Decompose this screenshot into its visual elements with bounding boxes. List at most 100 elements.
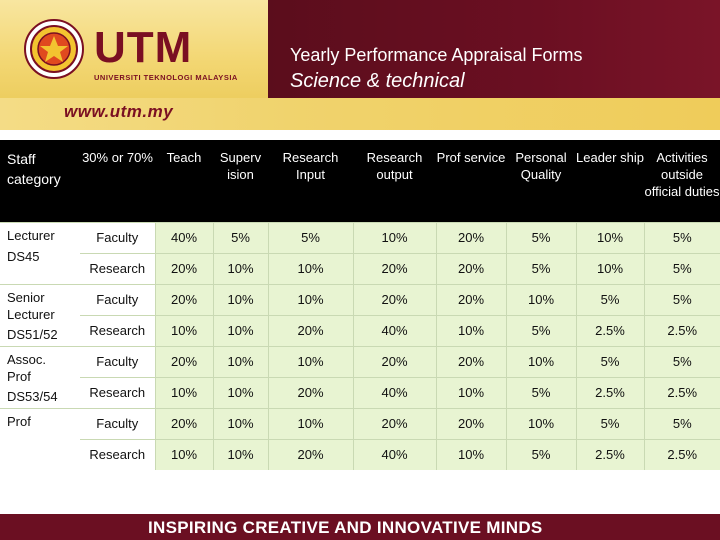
header-banner: UTM UNIVERSITI TEKNOLOGI MALAYSIA Yearly… [0, 0, 720, 130]
table-row: Assoc. Prof DS53/54 Faculty 20% 10% 10% … [0, 346, 720, 409]
table-cell: 10% [352, 222, 436, 254]
table-row: Lecturer DS45 Faculty 40% 5% 5% 10% 20% … [0, 222, 720, 285]
table-cell: 2.5% [643, 377, 720, 409]
page-subtitle: Science & technical [290, 70, 465, 92]
table-cell: 10% [575, 222, 644, 254]
table-cell: 40% [352, 377, 436, 409]
table-cell: 20% [154, 408, 213, 440]
row-type: Faculty [80, 284, 155, 316]
table-cell: 5% [505, 439, 576, 470]
table-cell: 10% [154, 439, 213, 470]
table-cell: 20% [154, 253, 213, 285]
table-cell: 10% [212, 439, 268, 470]
logo-subtitle: UNIVERSITI TEKNOLOGI MALAYSIA [94, 73, 238, 82]
utm-seal-icon [24, 19, 84, 79]
table-cell: 40% [154, 222, 213, 254]
column-header: Leader ship [576, 140, 644, 223]
header-maroon-panel [268, 0, 720, 98]
table-cell: 5% [643, 222, 720, 254]
table-cell: 10% [267, 284, 353, 316]
table-cell: 5% [212, 222, 268, 254]
column-header: Prof service [436, 140, 506, 223]
table-cell: 10% [505, 346, 576, 378]
table-cell: 10% [267, 253, 353, 285]
table-header-row: Staff category 30% or 70% Teach Superv i… [0, 140, 720, 223]
column-header: Staff category [0, 140, 80, 223]
table-row: Research 10% 10% 20% 40% 10% 5% 2.5% 2.5… [0, 315, 720, 347]
table-row: Prof Faculty 20% 10% 10% 20% 20% 10% 5% … [0, 408, 720, 470]
table-cell: 20% [435, 284, 506, 316]
table-row: Senior Lecturer DS51/52 Faculty 20% 10% … [0, 284, 720, 347]
category-name: Lecturer [7, 228, 55, 243]
table-cell: 10% [267, 408, 353, 440]
table-cell: 5% [505, 315, 576, 347]
category-name: Assoc. Prof [7, 352, 47, 384]
row-type: Research [80, 315, 155, 347]
table-cell: 10% [435, 439, 506, 470]
row-type: Faculty [80, 222, 155, 254]
table-cell: 20% [154, 284, 213, 316]
table-cell: 5% [643, 408, 720, 440]
table-cell: 20% [352, 253, 436, 285]
table-row: Research 10% 10% 20% 40% 10% 5% 2.5% 2.5… [0, 377, 720, 409]
table-cell: 10% [267, 346, 353, 378]
table-cell: 20% [435, 346, 506, 378]
table-cell: 10% [435, 377, 506, 409]
table-cell: 2.5% [643, 439, 720, 470]
table-cell: 20% [352, 408, 436, 440]
table-cell: 5% [505, 377, 576, 409]
column-header: Teach [155, 140, 213, 223]
footer-tagline: INSPIRING CREATIVE AND INNOVATIVE MINDS [148, 518, 543, 537]
table-cell: 5% [643, 284, 720, 316]
column-header: 30% or 70% [80, 140, 155, 223]
table-cell: 2.5% [575, 315, 644, 347]
table-cell: 2.5% [643, 315, 720, 347]
table-cell: 20% [352, 284, 436, 316]
page-title: Yearly Performance Appraisal Forms [290, 45, 583, 65]
column-header: Research Input [268, 140, 353, 223]
staff-category-cell: Senior Lecturer DS51/52 [0, 284, 80, 347]
category-grade: DS51/52 [7, 327, 58, 342]
table-cell: 5% [575, 408, 644, 440]
category-name: Prof [7, 414, 31, 429]
table-cell: 10% [212, 408, 268, 440]
appraisal-table: Staff category 30% or 70% Teach Superv i… [0, 140, 720, 470]
category-name: Senior Lecturer [7, 290, 55, 322]
table-cell: 10% [212, 315, 268, 347]
row-type: Research [80, 439, 155, 470]
table-cell: 20% [435, 408, 506, 440]
table-cell: 20% [267, 377, 353, 409]
row-type: Research [80, 377, 155, 409]
logo-wordmark: UTM [94, 23, 193, 72]
footer-bar [0, 514, 720, 540]
table-row: Research 20% 10% 10% 20% 20% 5% 10% 5% [0, 253, 720, 285]
table-cell: 20% [267, 439, 353, 470]
header-url-strip [0, 98, 720, 130]
table-cell: 5% [267, 222, 353, 254]
table-cell: 10% [154, 377, 213, 409]
table-row: Research 10% 10% 20% 40% 10% 5% 2.5% 2.5… [0, 439, 720, 470]
table-cell: 20% [435, 222, 506, 254]
table-cell: 10% [212, 346, 268, 378]
row-type: Research [80, 253, 155, 285]
table-cell: 40% [352, 315, 436, 347]
category-grade: DS53/54 [7, 389, 58, 404]
table-cell: 10% [212, 377, 268, 409]
table-cell: 10% [575, 253, 644, 285]
website-url: www.utm.my [64, 102, 174, 121]
table-cell: 20% [154, 346, 213, 378]
staff-category-cell: Assoc. Prof DS53/54 [0, 346, 80, 409]
column-header: Activities outside official duties [644, 140, 720, 223]
table-cell: 20% [267, 315, 353, 347]
category-grade: DS45 [7, 249, 40, 264]
table-cell: 5% [575, 346, 644, 378]
table-cell: 5% [643, 253, 720, 285]
column-header: Research output [353, 140, 436, 223]
table-cell: 5% [505, 253, 576, 285]
column-header: Personal Quality [506, 140, 576, 223]
table-cell: 5% [643, 346, 720, 378]
column-header: Superv ision [213, 140, 268, 223]
row-type: Faculty [80, 408, 155, 440]
staff-category-cell: Lecturer DS45 [0, 222, 80, 285]
table-cell: 20% [435, 253, 506, 285]
